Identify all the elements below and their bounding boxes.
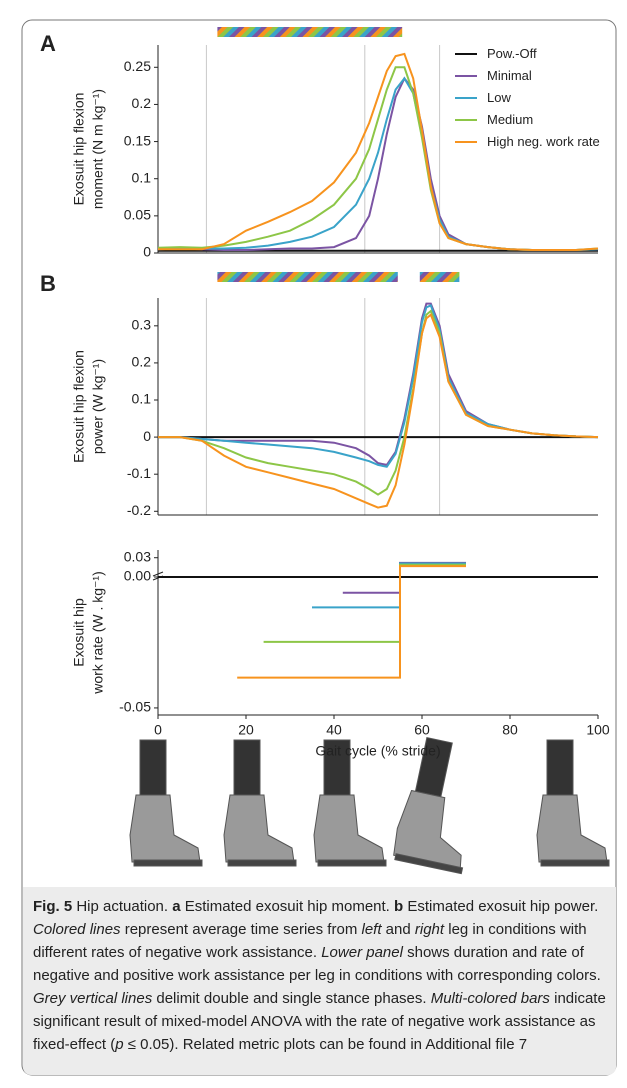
- y-tick-label: 0: [143, 244, 151, 260]
- work-rate-line: [312, 562, 466, 609]
- legend-label: Minimal: [487, 68, 532, 83]
- x-tick-label: 80: [502, 722, 518, 738]
- y-axis-label: power (W kg⁻¹): [90, 359, 106, 454]
- caption-text: a: [172, 898, 181, 915]
- y-axis-label: Exosuit hip: [71, 598, 87, 667]
- x-tick-label: 100: [586, 722, 610, 738]
- y-axis-label: Exosuit hip flexion: [71, 93, 87, 206]
- caption-text: Hip actuation.: [72, 898, 173, 915]
- legend-label: Low: [487, 90, 511, 105]
- caption-text: shows duration and rate of negative and …: [33, 944, 601, 984]
- legend-swatch: [455, 141, 477, 143]
- legend-entry: Minimal: [455, 68, 605, 83]
- caption-text: ≤ 0.05). Related metric plots can be fou…: [123, 1036, 528, 1053]
- x-tick-label: 0: [154, 722, 162, 738]
- x-tick-label: 40: [326, 722, 342, 738]
- caption-text: Grey vertical lines: [33, 990, 153, 1007]
- y-tick-label: 0.1: [132, 391, 152, 407]
- caption-text: leg in conditions with different rates o…: [33, 921, 587, 961]
- caption-text: delimit double and single stance phases.: [152, 990, 431, 1007]
- y-axis-label: work rate (W . kg⁻¹): [90, 571, 106, 695]
- work-rate-line: [237, 565, 466, 679]
- legend-swatch: [455, 97, 477, 99]
- caption-text: represent average time series from: [120, 921, 362, 938]
- caption-text: Estimated exosuit hip moment.: [180, 898, 395, 915]
- frame: [21, 19, 617, 1076]
- legend: Pow.-Off Minimal Low Medium High neg. work r…: [455, 46, 605, 156]
- significance-bar: [419, 272, 460, 282]
- legend-label: Pow.-Off: [487, 46, 537, 61]
- panel-label: B: [40, 271, 56, 296]
- significance-bar: [217, 27, 403, 37]
- x-tick-label: 20: [238, 722, 254, 738]
- caption-text: Lower panel: [321, 944, 403, 961]
- series-line: [158, 52, 599, 251]
- series-line: [158, 304, 599, 468]
- caption-text: Estimated exosuit hip power.: [403, 898, 599, 915]
- y-tick-label: 0.3: [132, 317, 152, 333]
- legend-entry: Medium: [455, 112, 605, 127]
- y-tick-label: 0.05: [124, 207, 151, 223]
- y-tick-label: -0.1: [127, 465, 151, 481]
- y-tick-label: 0.2: [132, 95, 152, 111]
- y-axis-label: moment (N m kg⁻¹): [90, 89, 106, 209]
- legend-swatch: [455, 119, 477, 121]
- significance-bar: [217, 272, 398, 282]
- y-tick-label: 0.2: [132, 354, 152, 370]
- y-tick-label: 0.25: [124, 58, 151, 74]
- legend-entry: High neg. work rate: [455, 134, 605, 149]
- caption-text: Fig. 5: [33, 898, 73, 915]
- y-tick-label: 0.03: [124, 548, 151, 564]
- y-tick-label: 0.1: [132, 169, 152, 185]
- caption-text: b: [394, 898, 404, 915]
- caption-text: and: [381, 921, 415, 938]
- series-line: [158, 313, 599, 509]
- legend-swatch: [455, 53, 477, 55]
- legend-entry: Low: [455, 90, 605, 105]
- caption-text: indicate significant result of mixed-mod…: [33, 990, 606, 1053]
- caption-text: left: [361, 921, 382, 938]
- y-axis-label: Exosuit hip flexion: [71, 350, 87, 463]
- caption-text: Colored lines: [33, 921, 121, 938]
- y-tick-label: 0.00: [124, 568, 151, 584]
- caption-text: right: [414, 921, 445, 938]
- photos: [129, 736, 610, 875]
- legend-entry: Pow.-Off: [455, 46, 605, 61]
- y-tick-label: 0: [143, 428, 151, 444]
- legend-label: Medium: [487, 112, 534, 127]
- legend-label: High neg. work rate: [487, 134, 600, 149]
- y-tick-label: -0.05: [119, 699, 151, 715]
- caption: Fig. 5 Hip actuation. a Estimated exosui…: [23, 887, 616, 1075]
- caption-text: p: [115, 1036, 124, 1053]
- series-line: [158, 309, 599, 496]
- legend-swatch: [455, 75, 477, 77]
- y-tick-label: -0.2: [127, 502, 151, 518]
- y-tick-label: 0.15: [124, 132, 151, 148]
- panel-label: A: [40, 31, 56, 56]
- caption-text: Multi-colored bars: [430, 990, 550, 1007]
- x-tick-label: 60: [414, 722, 430, 738]
- x-axis-label: Gait cycle (% stride): [315, 743, 440, 759]
